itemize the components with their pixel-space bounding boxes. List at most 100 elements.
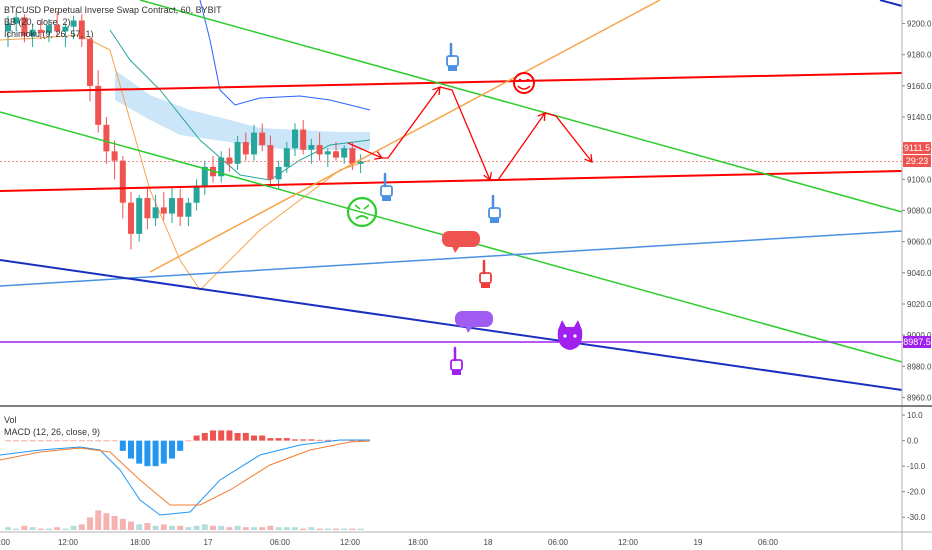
volume-bar	[37, 528, 44, 530]
macd-histogram-bar	[226, 430, 233, 441]
price-tick-label: 9100.0	[907, 175, 932, 184]
frown-mouth	[355, 215, 369, 220]
smiley-mouth	[517, 85, 531, 90]
price-tick-label: 9200.0	[907, 20, 932, 29]
hand-cuff	[452, 370, 461, 375]
volume-bar	[226, 527, 233, 530]
cat-eye	[573, 334, 577, 338]
pointing-hand-blue-icon	[488, 207, 501, 219]
volume-bar	[201, 524, 208, 530]
candle-body	[316, 145, 323, 155]
candle-body	[136, 198, 143, 234]
candle-body	[218, 157, 225, 177]
macd-histogram-bar	[29, 440, 36, 442]
red-support-line	[0, 170, 903, 192]
candle-body	[324, 151, 331, 155]
volume-bar	[259, 527, 266, 530]
candle-body	[111, 151, 118, 161]
macd-histogram-bar	[13, 440, 20, 442]
price-tick-label: 9040.0	[907, 269, 932, 278]
volume-bar	[267, 525, 274, 530]
candle-body	[160, 207, 167, 214]
volume-bar	[177, 525, 184, 530]
hand-cuff	[481, 283, 490, 288]
candle-body	[128, 202, 134, 234]
time-tick-label: 12:00	[340, 538, 361, 547]
candle-body	[87, 39, 93, 86]
countdown-badge: 29:23	[903, 155, 931, 167]
macd-histogram-bar	[128, 440, 134, 459]
volume-bar	[70, 525, 77, 530]
macd-histogram-bar	[95, 440, 102, 442]
macd-histogram-bar	[37, 440, 44, 442]
signal-line	[0, 440, 371, 506]
candle-body	[292, 129, 298, 149]
candle-body	[152, 207, 159, 219]
volume-bar	[333, 528, 339, 530]
level-price-badge: 8987.5	[903, 336, 931, 348]
arrow-head	[537, 111, 546, 122]
candle-body	[13, 17, 20, 24]
volume-bar	[160, 524, 167, 530]
macd-histogram-bar	[324, 439, 331, 441]
trendlines-layer	[0, 0, 903, 391]
macd-histogram-bar	[201, 432, 208, 441]
volume-bar	[95, 510, 102, 530]
candle-body	[300, 129, 307, 150]
candle-body	[226, 157, 233, 164]
annotations-layer	[346, 42, 593, 375]
macd-histogram-bar	[21, 440, 28, 442]
candle-body	[308, 145, 315, 150]
green-channel-top	[139, 0, 903, 213]
candle-body	[234, 141, 241, 164]
volume-bar	[29, 527, 36, 530]
time-tick-label: 12:00	[618, 538, 639, 547]
macd-line	[0, 439, 370, 516]
price-tick-label: 9080.0	[907, 207, 932, 216]
candle-body	[54, 25, 61, 32]
candle-body	[177, 198, 184, 217]
hand-cuff	[490, 218, 499, 223]
macd-histogram-bar	[152, 440, 159, 467]
volume-bar	[210, 525, 216, 530]
time-tick-label: 06:00	[758, 538, 779, 547]
macd-histogram-bar	[251, 435, 257, 441]
candle-body	[341, 148, 348, 158]
volume-bar	[103, 513, 110, 530]
volume-bar	[152, 525, 159, 530]
macd-histogram-bar	[218, 430, 225, 441]
macd-histogram-bar	[119, 440, 126, 451]
navy-top-line	[879, 0, 903, 7]
volume-bar	[234, 525, 241, 530]
arrow-head	[432, 86, 441, 96]
volume-bar	[251, 527, 257, 530]
macd-histogram-bar	[54, 440, 61, 442]
volume-bar	[349, 528, 356, 530]
time-tick-label: 00:00	[0, 538, 11, 547]
volume-bar	[185, 527, 192, 530]
macd-histogram-bar	[46, 440, 52, 442]
time-tick-label: 06:00	[548, 538, 569, 547]
candle-body	[275, 166, 282, 180]
arrow-head	[483, 172, 493, 182]
candle-body	[37, 29, 44, 33]
volume-bar	[341, 528, 348, 530]
volume-bar	[144, 523, 151, 530]
candle-body	[169, 198, 175, 214]
volume-bar	[5, 527, 11, 530]
candle-body	[283, 148, 290, 167]
time-tick-label: 18	[484, 538, 493, 547]
volume-bar	[308, 527, 315, 530]
candle-body	[78, 20, 85, 40]
hand-cuff	[382, 196, 391, 201]
frown-eyes	[354, 204, 370, 210]
candle-body	[70, 20, 77, 27]
indicator-pane[interactable]	[0, 430, 371, 530]
macd-tick-label: -30.0	[907, 513, 926, 522]
volume-bar	[169, 525, 175, 530]
hand-cuff	[448, 66, 457, 71]
vol-label: Vol	[4, 415, 17, 425]
arrow-head	[584, 153, 593, 163]
macd-histogram-bar	[349, 440, 356, 442]
pointing-hand-red-icon	[479, 272, 492, 284]
